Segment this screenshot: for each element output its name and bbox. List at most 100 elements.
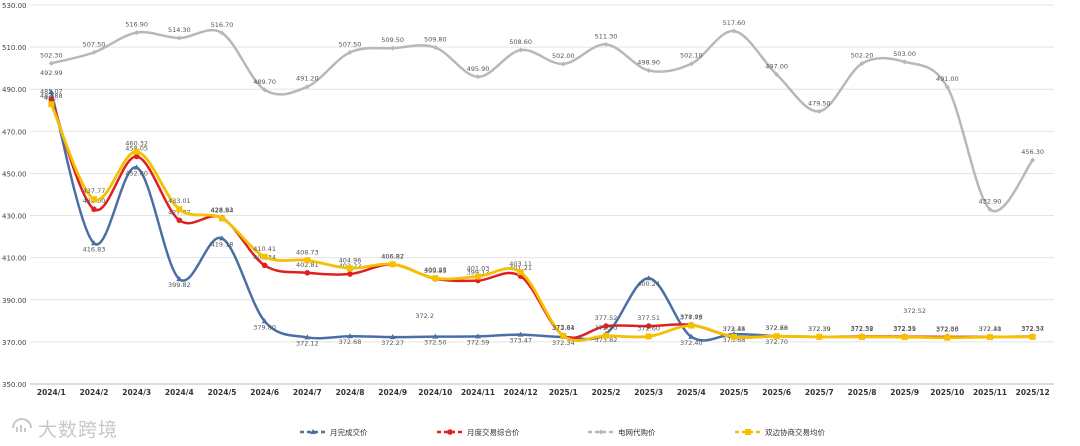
data-label: 372.59: [467, 338, 490, 346]
series-line: [49, 102, 1035, 342]
data-point: [304, 257, 311, 264]
data-point: [304, 270, 311, 276]
data-point: [347, 49, 353, 55]
data-label: 509.50: [381, 36, 404, 44]
data-label: 399.82: [168, 281, 191, 289]
data-point: [390, 45, 396, 51]
data-point: [91, 206, 97, 213]
data-label: 479.50: [808, 99, 831, 107]
data-point: [261, 253, 268, 260]
data-label: 408.73: [296, 248, 319, 256]
data-point: [304, 334, 311, 340]
data-point: [432, 275, 439, 282]
data-point: [347, 271, 353, 277]
x-tick-label: 2025/1: [549, 388, 578, 397]
data-label: 503.00: [893, 50, 916, 58]
x-tick-label: 2024/8: [336, 388, 365, 397]
data-point: [645, 333, 652, 340]
data-point: [645, 323, 652, 329]
data-label: 516.70: [211, 21, 234, 29]
legend-label: 双边协商交易均价: [765, 427, 825, 437]
data-point: [688, 61, 694, 67]
data-label: 372.00: [936, 326, 959, 334]
x-tick-label: 2024/9: [378, 388, 407, 397]
data-point: [517, 331, 524, 337]
legend-label: 月度交易综合价: [467, 427, 520, 437]
data-label: 372.27: [381, 339, 404, 347]
data-point: [219, 235, 225, 241]
x-tick-label: 2024/6: [250, 388, 279, 397]
data-label: 482.88: [40, 92, 63, 100]
data-label: 489.70: [253, 78, 276, 86]
data-label: 372.68: [765, 324, 788, 332]
data-label: 372.2: [415, 312, 434, 320]
data-point: [133, 153, 140, 160]
data-point: [731, 333, 737, 340]
y-tick-label: 530.00: [2, 2, 27, 10]
data-label: 372.36: [936, 325, 959, 333]
data-point: [219, 215, 225, 222]
y-tick-label: 430.00: [2, 213, 27, 221]
data-label: 437.77: [83, 187, 106, 195]
data-point: [261, 318, 268, 324]
data-label: 507.50: [83, 40, 106, 48]
data-label: 404.96: [339, 256, 362, 264]
data-point: [859, 334, 865, 341]
data-label: 452.80: [125, 170, 148, 178]
data-point: [816, 108, 822, 114]
data-label: 511.30: [595, 32, 618, 40]
x-tick-label: 2024/5: [208, 388, 237, 397]
data-point: [645, 275, 652, 281]
data-point: [688, 333, 695, 339]
x-tick-label: 2025/8: [848, 388, 877, 397]
data-point: [859, 61, 865, 67]
data-label: 432.90: [979, 197, 1002, 205]
data-point: [48, 60, 54, 66]
data-label: 372.30: [979, 325, 1002, 333]
data-label: 372.50: [424, 339, 447, 347]
data-point: [176, 206, 183, 213]
data-point: [987, 206, 993, 212]
data-label: 410.41: [253, 245, 276, 253]
data-point: [901, 334, 908, 341]
data-label: 509.80: [424, 36, 447, 44]
data-point: [48, 96, 55, 103]
data-label: 372.40: [680, 339, 703, 347]
data-label: 372.12: [296, 339, 319, 347]
data-label: 372.39: [808, 325, 831, 333]
data-point: [176, 35, 182, 41]
x-tick-label: 2025/2: [592, 388, 621, 397]
data-point: [603, 323, 609, 329]
data-label: 372.39: [808, 325, 831, 333]
data-point: [389, 334, 396, 340]
x-tick-label: 2025/10: [930, 388, 964, 397]
data-label: 428.93: [211, 206, 234, 214]
data-point: [133, 148, 140, 155]
data-label: 514.30: [168, 26, 191, 34]
data-label: 377.73: [680, 314, 703, 322]
data-point: [944, 334, 951, 341]
data-point: [48, 89, 55, 95]
data-point: [517, 269, 524, 276]
series-line: [50, 90, 778, 342]
data-label: 508.60: [509, 38, 532, 46]
y-tick-label: 470.00: [2, 128, 27, 136]
data-label: 406.82: [381, 252, 404, 260]
data-label: 373.01: [552, 324, 575, 332]
legend-marker: [598, 429, 604, 435]
y-tick-label: 350.00: [2, 381, 27, 389]
data-point: [731, 28, 737, 34]
data-label: 373.47: [509, 337, 532, 345]
data-point: [176, 276, 183, 282]
x-tick-label: 2025/3: [634, 388, 663, 397]
data-point: [48, 101, 55, 108]
data-point: [347, 333, 353, 339]
data-point: [304, 84, 310, 90]
data-point: [773, 333, 780, 340]
data-label: 433.01: [168, 197, 191, 205]
data-label: 495.90: [467, 65, 490, 73]
data-point: [603, 41, 609, 47]
data-label: 498.90: [637, 58, 660, 66]
y-tick-label: 390.00: [2, 297, 27, 305]
data-label: 427.77: [168, 208, 191, 216]
